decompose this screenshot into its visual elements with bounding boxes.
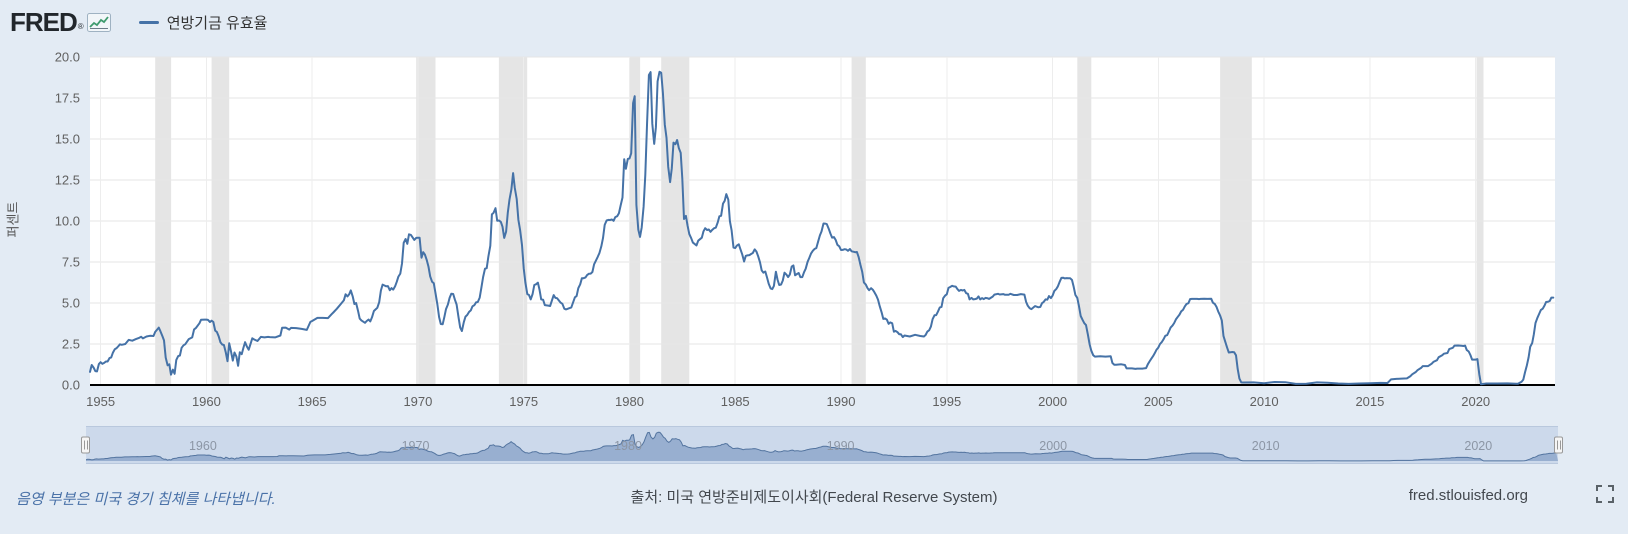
- fred-logo-text: FRED: [10, 7, 78, 37]
- fullscreen-button[interactable]: [1594, 484, 1616, 506]
- nav-tick-label: 1970: [402, 439, 430, 453]
- x-tick-label: 1990: [827, 394, 856, 409]
- navigator-svg[interactable]: 1960 1970 1980 1990 2000 2010 2020: [86, 427, 1558, 463]
- fred-logo[interactable]: FRED ®: [10, 7, 111, 37]
- y-tick-label: 0.0: [62, 378, 80, 393]
- main-chart-svg[interactable]: 0.0 2.5 5.0 7.5 10.0 12.5 15.0 17.5 20.0 1955 1960…: [0, 38, 1628, 412]
- y-tick-label: 10.0: [55, 214, 80, 229]
- registered-mark: ®: [77, 22, 84, 31]
- nav-tick-label: 2000: [1039, 439, 1067, 453]
- nav-tick-label: 1990: [827, 439, 855, 453]
- navigator-handle-right[interactable]: [1554, 436, 1563, 454]
- main-chart: 퍼센트 0.0 2.5 5.0 7.5 10.0 12.5 15.0 17.5 20.0 1955…: [0, 38, 1628, 412]
- x-tick-label: 1955: [86, 394, 115, 409]
- series-label: 연방기금 유효율: [166, 14, 268, 32]
- y-tick-label: 15.0: [55, 132, 80, 147]
- header: FRED ® 연방기금 유효율: [0, 0, 1628, 38]
- fred-sparkline-icon: [86, 13, 111, 32]
- nav-tick-label: 2010: [1252, 439, 1280, 453]
- x-tick-label: 1995: [932, 394, 961, 409]
- series-color-swatch: [138, 20, 159, 24]
- x-tick-label: 1980: [615, 394, 644, 409]
- y-tick-label: 17.5: [55, 91, 80, 106]
- y-tick-label: 12.5: [55, 173, 80, 188]
- nav-tick-label: 1980: [614, 439, 642, 453]
- navigator[interactable]: 1960 1970 1980 1990 2000 2010 2020: [81, 426, 1563, 464]
- x-tick-label: 2000: [1038, 394, 1067, 409]
- nav-tick-label: 2020: [1464, 439, 1492, 453]
- footer: 음영 부분은 미국 경기 침체를 나타냅니다. 출처: 미국 연방준비제도이사회…: [0, 470, 1628, 530]
- x-tick-label: 2020: [1461, 394, 1490, 409]
- x-tick-label: 1975: [509, 394, 538, 409]
- x-tick-label: 2010: [1250, 394, 1279, 409]
- x-tick-label: 1985: [721, 394, 750, 409]
- x-tick-label: 1965: [298, 394, 327, 409]
- site-link[interactable]: fred.stlouisfed.org: [1408, 486, 1528, 504]
- rate-line: [89, 70, 1555, 386]
- x-tick-label: 1960: [192, 394, 221, 409]
- y-tick-label: 20.0: [55, 50, 80, 65]
- x-tick-label: 2005: [1144, 394, 1173, 409]
- legend: 연방기금 유효율: [138, 12, 268, 33]
- footer-right: fred.stlouisfed.org: [1409, 484, 1616, 506]
- x-tick-label: 2015: [1355, 394, 1384, 409]
- x-tick-label: 1970: [403, 394, 432, 409]
- navigator-handle-left[interactable]: [81, 436, 90, 454]
- y-tick-label: 2.5: [62, 337, 80, 352]
- fullscreen-icon: [1596, 484, 1614, 503]
- source-text: 출처: 미국 연방준비제도이사회(Federal Reserve System): [630, 489, 998, 506]
- nav-line: [86, 431, 1557, 462]
- nav-tick-label: 1960: [189, 439, 217, 453]
- y-tick-label: 5.0: [62, 296, 80, 311]
- recession-note: 음영 부분은 미국 경기 침체를 나타냅니다.: [16, 491, 276, 508]
- y-tick-label: 7.5: [62, 255, 80, 270]
